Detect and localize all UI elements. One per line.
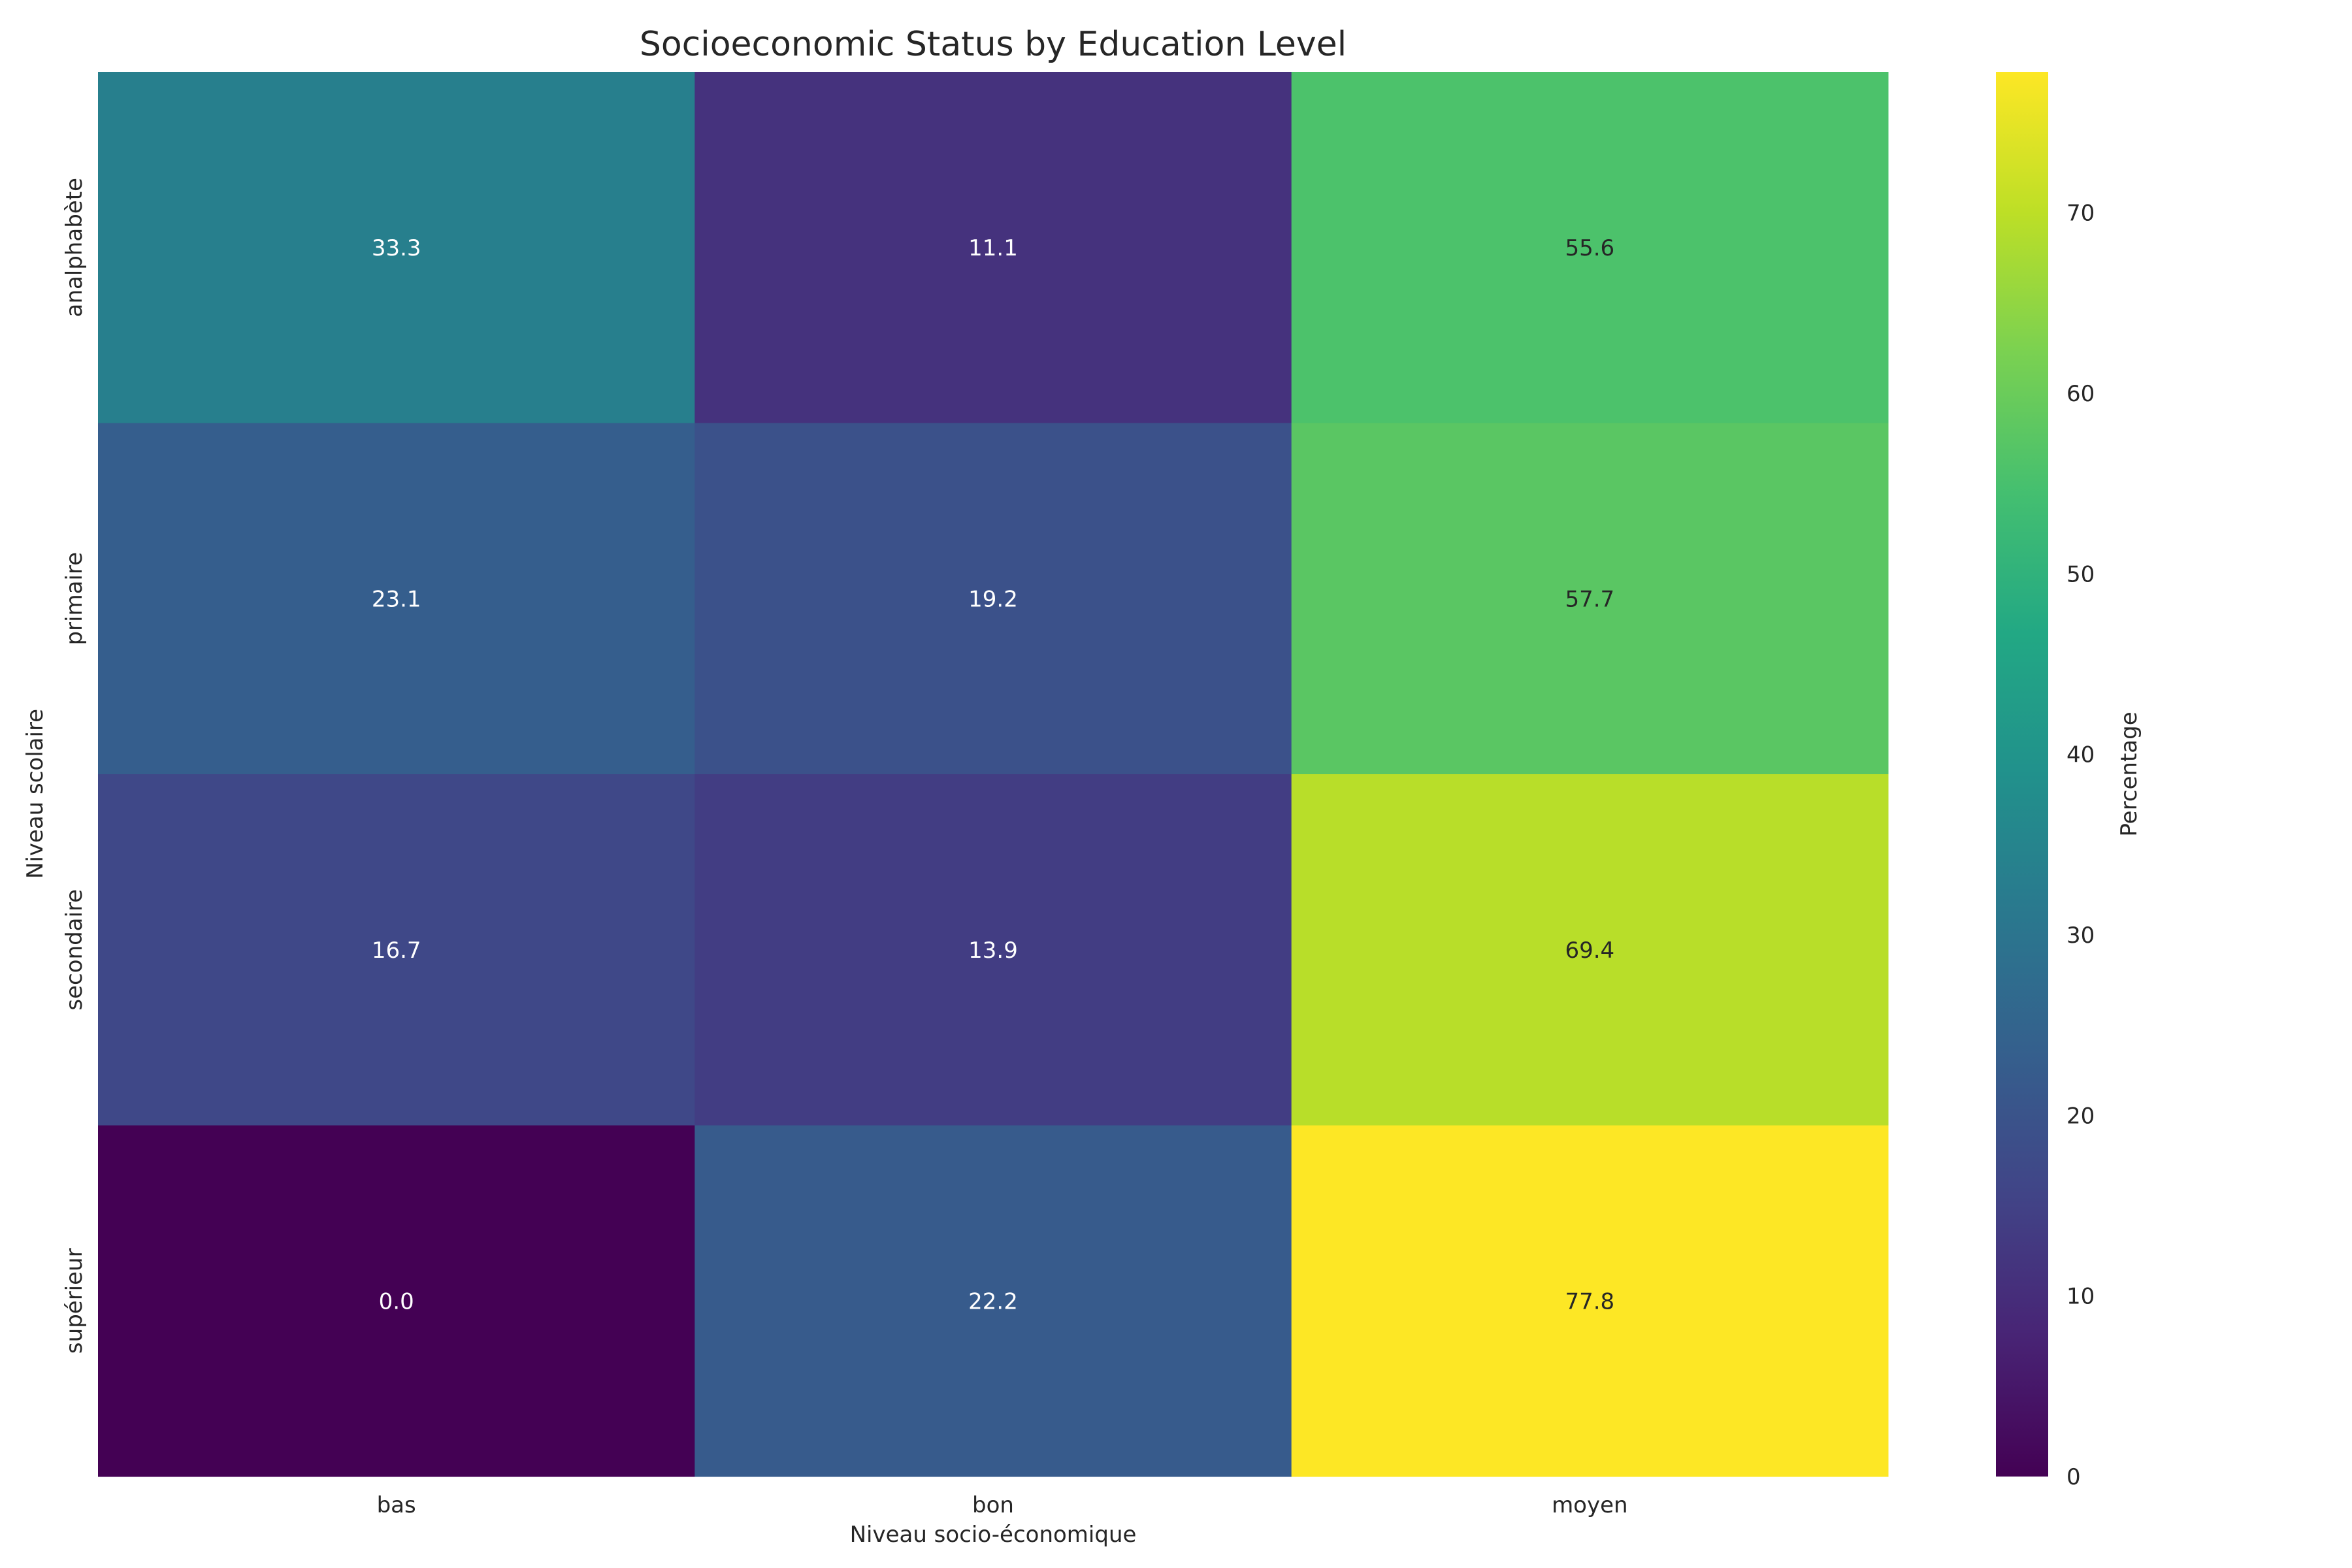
colorbar-tick-label: 10 — [2066, 1284, 2095, 1310]
heatmap-cell — [98, 1125, 695, 1477]
colorbar-tick-label: 50 — [2066, 561, 2095, 587]
heatmap-cell — [694, 423, 1292, 775]
cell-value-label: 19.2 — [968, 586, 1018, 612]
colorbar-label: Percentage — [2116, 711, 2142, 836]
heatmap-cell — [98, 72, 695, 423]
cell-value-labels: 33.3 11.1 55.6 23.1 19.2 57.7 16.7 13.9 69.4 0.0 2… — [372, 235, 1614, 1315]
heatmap-cell — [98, 423, 695, 775]
x-tick-label: bon — [972, 1492, 1014, 1518]
heatmap-cell — [694, 774, 1292, 1126]
y-tick-label: analphabète — [61, 178, 88, 317]
x-tick-label: moyen — [1552, 1492, 1628, 1518]
x-axis-label: Niveau socio-économique — [850, 1522, 1137, 1548]
cell-value-label: 0.0 — [379, 1288, 414, 1315]
colorbar-tick-label: 0 — [2066, 1464, 2081, 1490]
cell-value-label: 69.4 — [1565, 938, 1614, 964]
chart-title: Socioeconomic Status by Education Level — [640, 25, 1347, 64]
colorbar-tick-label: 30 — [2066, 923, 2095, 949]
x-tick-label: bas — [377, 1492, 416, 1518]
colorbar-tick-label: 40 — [2066, 742, 2095, 768]
heatmap-cell — [1291, 72, 1889, 423]
cell-value-label: 22.2 — [968, 1288, 1018, 1315]
cell-value-label: 23.1 — [372, 586, 421, 612]
y-tick-label: secondaire — [61, 889, 88, 1011]
colorbar-tick-label: 70 — [2066, 201, 2095, 227]
heatmap-cells — [98, 72, 1889, 1477]
y-tick-label: primaire — [61, 552, 88, 645]
cell-value-label: 77.8 — [1565, 1288, 1614, 1315]
heatmap-cell — [1291, 423, 1889, 775]
heatmap-cell — [1291, 774, 1889, 1126]
heatmap-cell — [1291, 1125, 1889, 1477]
cell-value-label: 57.7 — [1565, 586, 1614, 612]
cell-value-label: 33.3 — [372, 235, 421, 261]
colorbar — [1996, 72, 2048, 1477]
y-axis-label: Niveau scolaire — [22, 709, 48, 879]
x-axis-ticks: bas bon moyen — [377, 1492, 1628, 1518]
colorbar-tick-label: 60 — [2066, 381, 2095, 407]
y-tick-label: supérieur — [61, 1248, 88, 1354]
heatmap-cell — [694, 1125, 1292, 1477]
cell-value-label: 13.9 — [968, 938, 1018, 964]
heatmap-cell — [98, 774, 695, 1126]
cell-value-label: 55.6 — [1565, 235, 1614, 261]
colorbar-tick-label: 20 — [2066, 1103, 2095, 1129]
cell-value-label: 16.7 — [372, 938, 421, 964]
heatmap-cell — [694, 72, 1292, 423]
colorbar-ticks: 0 10 20 30 40 50 60 70 — [2066, 201, 2095, 1490]
y-axis-ticks: analphabète primaire secondaire supérieur — [61, 178, 88, 1354]
cell-value-label: 11.1 — [968, 235, 1018, 261]
